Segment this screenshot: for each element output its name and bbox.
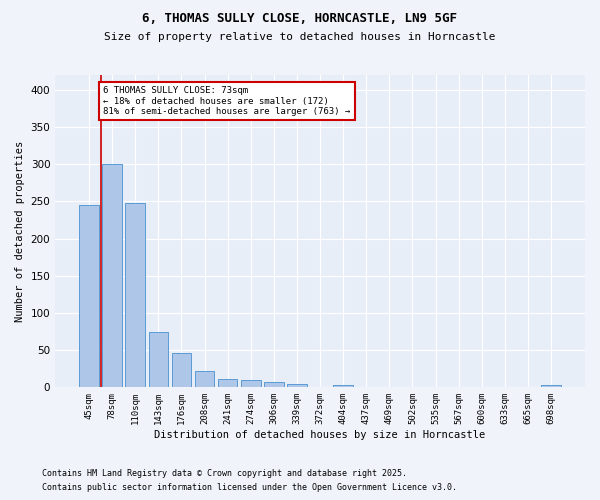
Text: 6 THOMAS SULLY CLOSE: 73sqm
← 18% of detached houses are smaller (172)
81% of se: 6 THOMAS SULLY CLOSE: 73sqm ← 18% of det… [103, 86, 350, 116]
Bar [172, 353, 191, 388]
Bar [334, 385, 353, 388]
X-axis label: Distribution of detached houses by size in Horncastle: Distribution of detached houses by size … [154, 430, 486, 440]
Y-axis label: Number of detached properties: Number of detached properties [15, 140, 25, 322]
Bar [218, 379, 238, 388]
Bar [241, 380, 260, 388]
Text: Contains HM Land Registry data © Crown copyright and database right 2025.: Contains HM Land Registry data © Crown c… [42, 468, 407, 477]
Text: 6, THOMAS SULLY CLOSE, HORNCASTLE, LN9 5GF: 6, THOMAS SULLY CLOSE, HORNCASTLE, LN9 5… [143, 12, 458, 26]
Text: Contains public sector information licensed under the Open Government Licence v3: Contains public sector information licen… [42, 484, 457, 492]
Bar [125, 203, 145, 388]
Bar [103, 164, 122, 388]
Bar [79, 205, 99, 388]
Bar [195, 371, 214, 388]
Bar [287, 384, 307, 388]
Bar [541, 385, 561, 388]
Bar [264, 382, 284, 388]
Bar [149, 332, 168, 388]
Text: Size of property relative to detached houses in Horncastle: Size of property relative to detached ho… [104, 32, 496, 42]
